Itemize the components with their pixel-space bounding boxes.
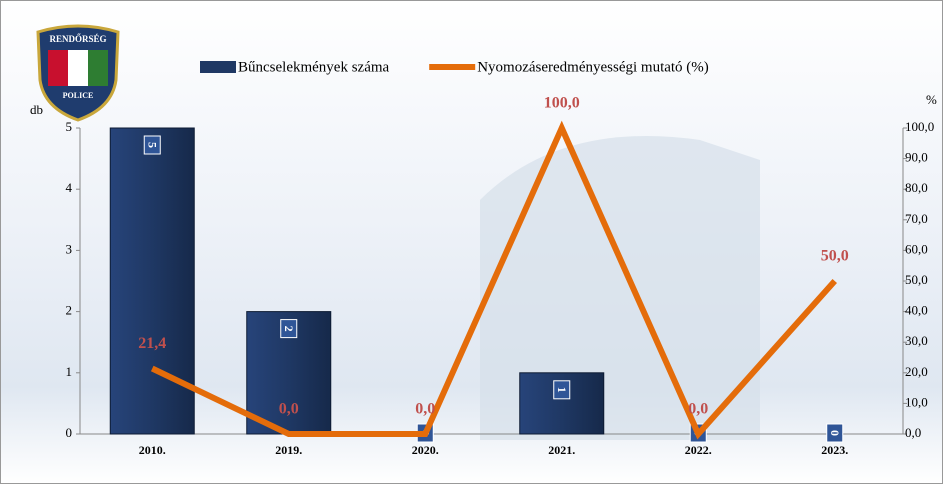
bar-value-box <box>826 423 844 443</box>
bar-value-text: 2 <box>282 326 296 332</box>
background-building <box>480 136 760 440</box>
y2-tick-label: 0,0 <box>905 425 921 440</box>
y2-tick-label: 40,0 <box>905 303 928 318</box>
bar <box>109 127 195 435</box>
bar-value-label: 5 <box>143 135 161 155</box>
y-tick-label: 5 <box>66 119 73 134</box>
line <box>150 120 837 440</box>
x-tick-label: 2020. <box>412 443 439 457</box>
y2-tick-label: 20,0 <box>905 364 928 379</box>
line-value-label: 0,0 <box>415 401 435 418</box>
y2-axis-label: % <box>926 92 937 107</box>
line-value-label: 50,0 <box>821 248 849 265</box>
bar-value-label: 2 <box>280 319 298 339</box>
y2-tick-label: 30,0 <box>905 333 928 348</box>
x-tick-label: 2019. <box>275 443 302 457</box>
y2-tick-label: 90,0 <box>905 150 928 165</box>
line-value-label: 0,0 <box>279 401 299 418</box>
x-tick-label: 2022. <box>685 443 712 457</box>
y2-tick-label: 70,0 <box>905 211 928 226</box>
bar-value-label: 0 <box>826 423 844 443</box>
legend-label: Bűncselekmények száma <box>238 59 390 75</box>
x-tick-label: 2023. <box>821 443 848 457</box>
bar-value-text: 1 <box>555 387 569 393</box>
legend-label: Nyomozáseredményességi mutató (%) <box>477 59 709 75</box>
line-value-label: 100,0 <box>544 95 580 112</box>
y2-tick-label: 100,0 <box>905 119 934 134</box>
y-tick-label: 4 <box>66 180 73 195</box>
y2-tick-label: 60,0 <box>905 241 928 256</box>
y2-tick-label: 80,0 <box>905 180 928 195</box>
legend-swatch <box>200 61 236 73</box>
logo-top: RENDŐRSÉG <box>49 34 106 44</box>
x-tick-label: 2010. <box>139 443 166 457</box>
bar-value-box <box>553 380 571 400</box>
line-value-label: 21,4 <box>138 335 166 352</box>
y-tick-label: 1 <box>66 364 73 379</box>
y-axis-label: db <box>30 102 43 117</box>
logo-bottom: POLICE <box>63 91 94 100</box>
y-tick-label: 0 <box>66 425 73 440</box>
y2-tick-label: 50,0 <box>905 272 928 287</box>
bar-value-label: 1 <box>553 380 571 400</box>
y2-tick-label: 10,0 <box>905 394 928 409</box>
logo: RENDŐRSÉG POLICE <box>36 24 120 122</box>
line-value-label: 0,0 <box>688 401 708 418</box>
y-tick-label: 3 <box>66 241 73 256</box>
bar-value-text: 5 <box>146 142 160 148</box>
bar-value-box <box>280 319 298 339</box>
y-tick-label: 2 <box>66 303 73 318</box>
bar-value-text: 0 <box>828 430 842 436</box>
bar-value-box <box>143 135 161 155</box>
x-tick-label: 2021. <box>548 443 575 457</box>
